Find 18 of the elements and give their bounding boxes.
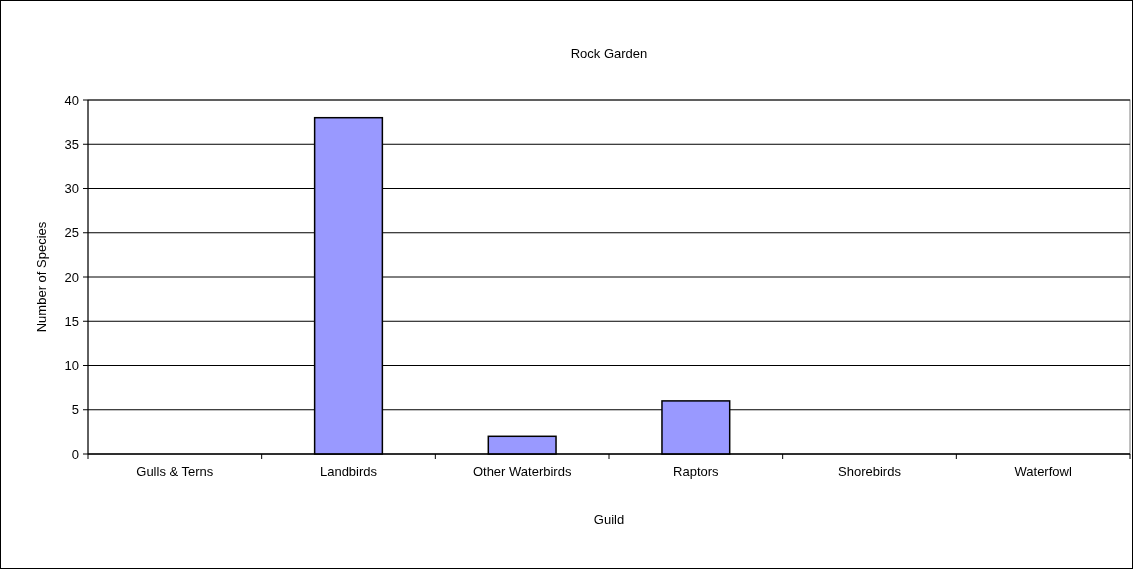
y-tick-label: 10 xyxy=(64,358,79,374)
y-tick-label: 25 xyxy=(64,225,79,241)
x-tick-label: Shorebirds xyxy=(838,464,902,479)
x-axis-title: Guild xyxy=(593,512,625,527)
y-axis-title: Number of Species xyxy=(34,221,49,333)
x-tick-label: Raptors xyxy=(673,464,720,479)
y-tick-label: 40 xyxy=(64,92,79,108)
x-tick-label: Gulls & Terns xyxy=(136,464,214,479)
y-tick-label: 5 xyxy=(71,402,79,418)
x-tick-label: Landbirds xyxy=(319,464,378,479)
x-tick-label: Other Waterbirds xyxy=(472,464,572,479)
chart-title: Rock Garden xyxy=(570,46,648,61)
y-tick-label: 0 xyxy=(71,446,79,462)
x-tick-label: Waterfowl xyxy=(1014,464,1072,479)
y-tick-label: 30 xyxy=(64,181,79,197)
y-tick-label: 15 xyxy=(64,313,79,329)
y-tick-label: 35 xyxy=(64,136,79,152)
y-tick-label: 20 xyxy=(64,269,79,285)
